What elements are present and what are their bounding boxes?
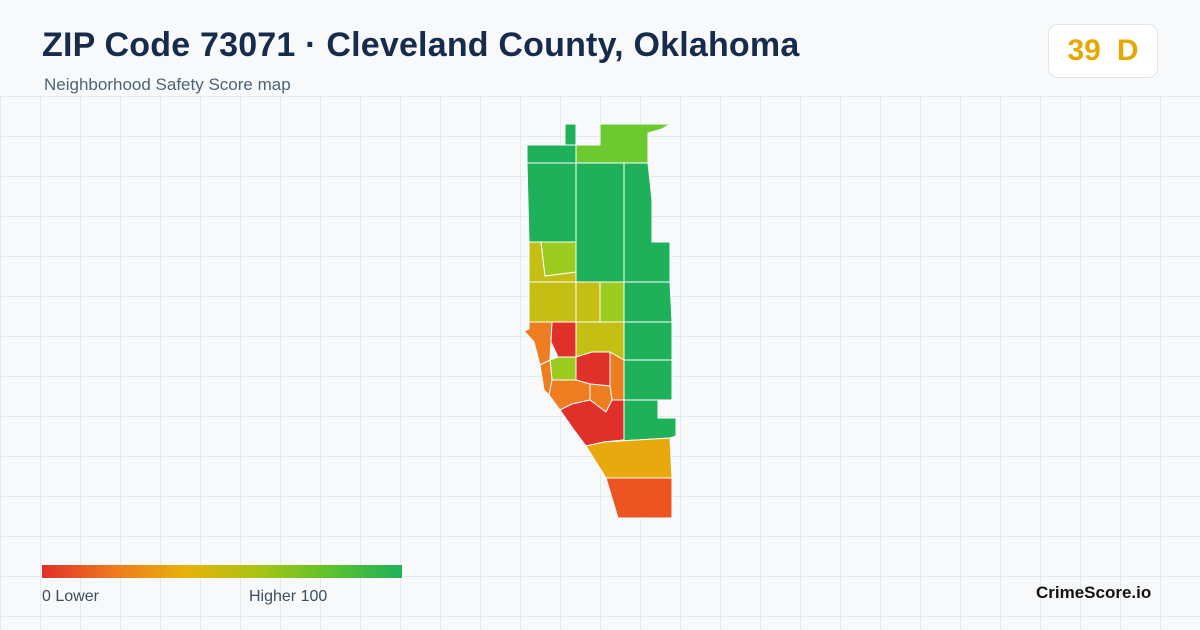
brand-logo-text: CrimeScore.io	[1036, 583, 1152, 602]
header-band	[0, 0, 1200, 96]
safety-score-grade: D	[1116, 34, 1139, 67]
tract-west-lime[interactable]	[540, 241, 577, 277]
tract-west-yellow-b[interactable]	[528, 281, 577, 323]
tract-center-yellow-a[interactable]	[575, 281, 601, 323]
safety-score-value: 39	[1067, 34, 1101, 67]
tract-red-dense-b[interactable]	[559, 399, 625, 447]
tract-north-west[interactable]	[526, 144, 577, 164]
tract-east-mid-b[interactable]	[623, 321, 673, 361]
tract-east-mid-a[interactable]	[623, 281, 673, 323]
page-title: ZIP Code 73071 · Cleveland County, Oklah…	[42, 26, 800, 64]
tract-east-mid-c[interactable]	[623, 359, 673, 401]
tract-orange-east[interactable]	[609, 351, 625, 401]
tract-west-upper[interactable]	[526, 162, 577, 243]
tract-south-red-orange[interactable]	[605, 477, 673, 519]
tract-lime-small[interactable]	[549, 356, 577, 381]
tract-north-east[interactable]	[575, 123, 671, 164]
safety-score-badge: 39 D	[1048, 24, 1158, 78]
tract-nw-strip[interactable]	[564, 123, 577, 146]
page-subtitle: Neighborhood Safety Score map	[44, 75, 291, 94]
legend-color-scale	[42, 565, 402, 578]
tract-center-upper[interactable]	[575, 162, 625, 283]
legend-min-label: 0 Lower	[42, 588, 99, 605]
legend-max-label: Higher 100	[249, 588, 328, 605]
tract-south-amber[interactable]	[585, 437, 673, 479]
tract-red-dense-a[interactable]	[575, 351, 611, 387]
tract-east-low[interactable]	[603, 399, 677, 443]
tract-west-orange[interactable]	[523, 321, 553, 366]
tract-red-center[interactable]	[550, 321, 577, 358]
tract-center-lime[interactable]	[599, 281, 625, 323]
tract-east-upper[interactable]	[623, 162, 671, 283]
